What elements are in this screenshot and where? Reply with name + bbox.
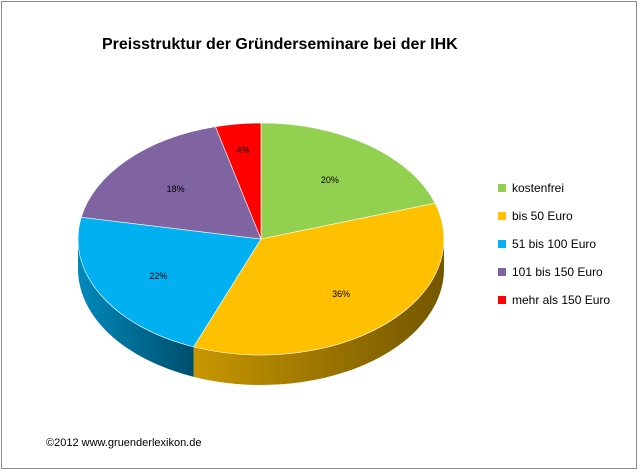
data-label-kostenfrei: 20% — [321, 175, 339, 185]
legend-label: 51 bis 100 Euro — [512, 237, 597, 251]
pie-slice-101-bis-150-euro — [80, 126, 262, 240]
pie-slice-bis-50-euro — [193, 202, 445, 356]
legend-item-mehr-als-150-euro: mehr als 150 Euro — [498, 286, 610, 314]
legend-item-kostenfrei: kostenfrei — [498, 174, 610, 202]
legend-item-bis-50-euro: bis 50 Euro — [498, 202, 610, 230]
legend-swatch — [498, 212, 506, 220]
legend-swatch — [498, 268, 506, 276]
legend-swatch — [498, 184, 506, 192]
pie-slice-51-bis-100-euro — [77, 216, 262, 348]
legend-swatch — [498, 240, 506, 248]
legend-label: 101 bis 150 Euro — [512, 265, 603, 279]
pie-side-bis-50-euro — [193, 239, 444, 385]
pie-slice-kostenfrei — [260, 122, 436, 240]
legend-label: bis 50 Euro — [512, 209, 573, 223]
legend-swatch — [498, 296, 506, 304]
legend-label: kostenfrei — [512, 181, 565, 195]
data-label-bis-50-euro: 36% — [332, 289, 350, 299]
legend-label: mehr als 150 Euro — [512, 293, 611, 307]
pie-side-51-bis-100-euro — [77, 239, 194, 377]
legend-item-51-bis-100-euro: 51 bis 100 Euro — [498, 230, 610, 258]
data-label-mehr-als-150-euro: 4% — [237, 145, 250, 155]
chart-title: Preisstruktur der Gründerseminare bei de… — [102, 36, 458, 53]
data-label-101-bis-150-euro: 18% — [167, 184, 185, 194]
data-label-51-bis-100-euro: 22% — [149, 271, 167, 281]
copyright-footer: ©2012 www.gruenderlexikon.de — [46, 437, 202, 449]
pie-slice-mehr-als-150-euro — [215, 122, 262, 240]
chart-legend: kostenfrei bis 50 Euro 51 bis 100 Euro 1… — [498, 174, 610, 314]
legend-item-101-bis-150-euro: 101 bis 150 Euro — [498, 258, 610, 286]
